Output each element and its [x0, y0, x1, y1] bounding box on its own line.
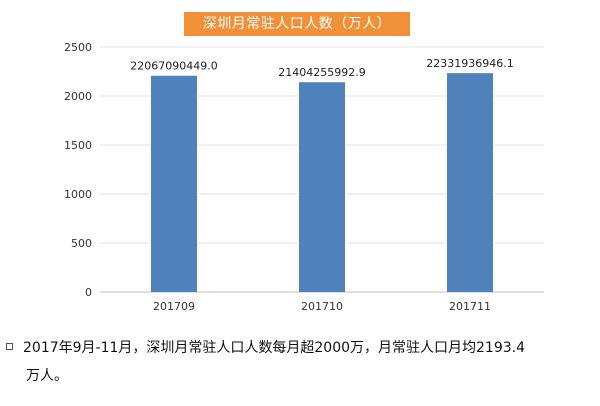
bars: [151, 73, 493, 293]
y-tick-label: 0: [85, 286, 92, 299]
y-tick-label: 500: [71, 237, 92, 250]
x-tick-label: 201709: [153, 300, 195, 313]
bar-chart: 0 500 1000 1500 2000 2500 22067090449.0 214042…: [64, 41, 544, 313]
note-line-1: 2017年9月-11月，深圳月常驻人口人数每月超2000万，月常驻人口月均219…: [23, 340, 526, 356]
x-tick-label: 201711: [449, 300, 491, 313]
y-tick-label: 1000: [64, 188, 92, 201]
bullet-square-icon: [6, 343, 13, 350]
y-tick-label: 2500: [64, 41, 92, 54]
y-tick-label: 2000: [64, 90, 92, 103]
bar: [447, 73, 493, 292]
x-tick-label: 201710: [301, 300, 343, 313]
note-line-2: 万人。: [26, 368, 68, 384]
x-axis-ticks: 201709 201710 201711: [153, 300, 491, 313]
summary-note: 2017年9月-11月，深圳月常驻人口人数每月超2000万，月常驻人口月均219…: [6, 334, 596, 390]
bar: [299, 82, 345, 293]
data-label: 21404255992.9: [278, 66, 365, 79]
bar: [151, 75, 197, 292]
data-labels: 22067090449.0 21404255992.9 22331936946.1: [130, 57, 513, 79]
data-label: 22067090449.0: [130, 60, 217, 73]
y-axis-ticks: 0 500 1000 1500 2000 2500: [64, 41, 92, 299]
data-label: 22331936946.1: [426, 57, 513, 70]
chart-title: 深圳月常驻人口人数（万人）: [184, 12, 410, 36]
y-tick-label: 1500: [64, 139, 92, 152]
